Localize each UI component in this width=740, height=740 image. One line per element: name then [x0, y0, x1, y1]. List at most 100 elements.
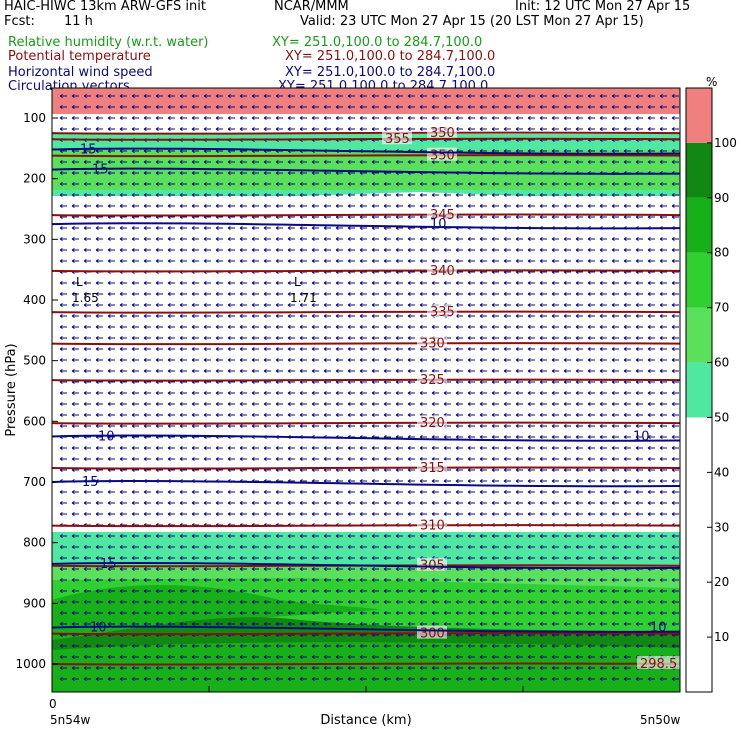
circulation-vector — [611, 556, 619, 560]
circulation-vector — [563, 127, 571, 131]
circulation-vector — [551, 336, 559, 340]
circulation-vector — [83, 677, 91, 681]
circulation-vector — [275, 589, 283, 593]
circulation-vector — [59, 666, 67, 670]
circulation-vector — [659, 248, 667, 252]
wind-contour-label: 10 — [633, 430, 650, 445]
circulation-vector — [131, 193, 139, 197]
circulation-vector — [155, 336, 163, 340]
theta-contour-label: 340 — [430, 264, 455, 279]
circulation-vector — [467, 446, 475, 450]
circulation-vector — [635, 391, 643, 395]
circulation-vector — [335, 424, 343, 428]
y-tick-label: 400 — [23, 293, 46, 307]
circulation-vector — [395, 127, 403, 131]
circulation-vector — [71, 94, 79, 98]
circulation-vector — [491, 204, 499, 208]
circulation-vector — [323, 589, 331, 593]
circulation-vector — [671, 105, 679, 109]
circulation-vector — [227, 413, 235, 417]
circulation-vector — [623, 468, 631, 472]
circulation-vector — [503, 556, 511, 560]
circulation-vector — [599, 105, 607, 109]
circulation-vector — [479, 204, 487, 208]
circulation-vector — [395, 116, 403, 120]
circulation-vector — [107, 105, 115, 109]
circulation-vector — [551, 611, 559, 615]
circulation-vector — [311, 171, 319, 175]
circulation-vector — [419, 589, 427, 593]
circulation-vector — [443, 578, 451, 582]
circulation-vector — [215, 94, 223, 98]
circulation-vector — [323, 226, 331, 230]
circulation-vector — [227, 303, 235, 307]
circulation-vector — [587, 402, 595, 406]
circulation-vector — [539, 193, 547, 197]
circulation-vector — [335, 105, 343, 109]
circulation-vector — [371, 534, 379, 538]
circulation-vector — [239, 446, 247, 450]
circulation-vector — [503, 545, 511, 549]
circulation-vector — [299, 105, 307, 109]
circulation-vector — [467, 644, 475, 648]
circulation-vector — [419, 160, 427, 164]
circulation-vector — [515, 424, 523, 428]
circulation-vector — [155, 369, 163, 373]
circulation-vector — [527, 193, 535, 197]
circulation-vector — [227, 534, 235, 538]
circulation-vector — [467, 600, 475, 604]
circulation-vector — [503, 336, 511, 340]
circulation-vector — [479, 358, 487, 362]
circulation-vector — [311, 666, 319, 670]
circulation-vector — [263, 567, 271, 571]
circulation-vector — [455, 281, 463, 285]
circulation-vector — [215, 248, 223, 252]
circulation-vector — [155, 556, 163, 560]
circulation-vector — [383, 424, 391, 428]
circulation-vector — [659, 545, 667, 549]
circulation-vector — [311, 237, 319, 241]
circulation-vector — [311, 369, 319, 373]
circulation-vector — [659, 358, 667, 362]
circulation-vector — [203, 248, 211, 252]
circulation-vector — [323, 611, 331, 615]
circulation-vector — [59, 237, 67, 241]
circulation-vector — [335, 325, 343, 329]
circulation-vector — [251, 336, 259, 340]
circulation-vector — [143, 171, 151, 175]
circulation-vector — [455, 534, 463, 538]
circulation-vector — [551, 193, 559, 197]
circulation-vector — [539, 380, 547, 384]
circulation-vector — [467, 292, 475, 296]
circulation-vector — [455, 237, 463, 241]
circulation-vector — [479, 534, 487, 538]
circulation-vector — [347, 182, 355, 186]
circulation-vector — [143, 347, 151, 351]
circulation-vector — [515, 589, 523, 593]
circulation-vector — [251, 116, 259, 120]
circulation-vector — [407, 468, 415, 472]
circulation-vector — [419, 501, 427, 505]
circulation-vector — [455, 666, 463, 670]
circulation-vector — [503, 204, 511, 208]
circulation-vector — [311, 347, 319, 351]
circulation-vector — [275, 512, 283, 516]
circulation-vector — [239, 116, 247, 120]
circulation-vector — [599, 325, 607, 329]
circulation-vector — [359, 468, 367, 472]
circulation-vector — [671, 545, 679, 549]
circulation-vector — [563, 314, 571, 318]
circulation-vector — [575, 259, 583, 263]
circulation-vector — [107, 391, 115, 395]
circulation-vector — [671, 435, 679, 439]
circulation-vector — [503, 622, 511, 626]
circulation-vector — [671, 369, 679, 373]
circulation-vector — [551, 424, 559, 428]
circulation-vector — [95, 666, 103, 670]
circulation-vector — [623, 413, 631, 417]
circulation-vector — [479, 666, 487, 670]
circulation-vector — [347, 567, 355, 571]
circulation-vector — [203, 226, 211, 230]
field-theta-xy: XY= 251.0,100.0 to 284.7,100.0 — [285, 49, 496, 64]
field-rh-name: Relative humidity (w.r.t. water) — [8, 35, 209, 50]
